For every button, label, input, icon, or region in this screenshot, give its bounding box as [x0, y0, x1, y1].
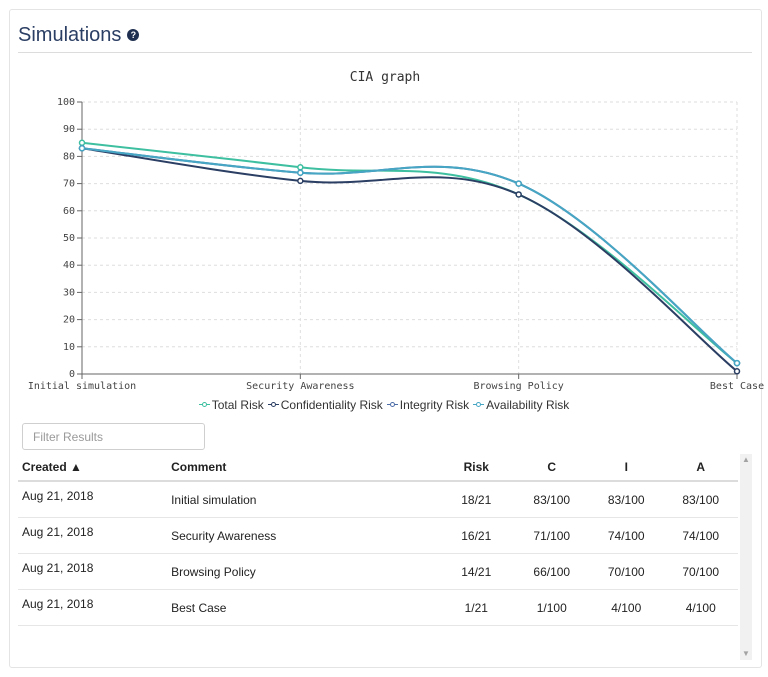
- table-row[interactable]: Aug 21, 2018 Initial simulation 18/21 83…: [18, 481, 738, 518]
- series-line-0: [81, 141, 738, 364]
- cell-i: 4/100: [589, 589, 664, 626]
- legend-marker-icon: [198, 400, 210, 409]
- legend-label: Confidentiality Risk: [280, 398, 383, 412]
- y-tick-label: 60: [63, 206, 75, 217]
- cell-a: 4/100: [663, 589, 738, 626]
- legend-label: Availability Risk: [486, 398, 570, 412]
- help-icon[interactable]: ?: [127, 28, 140, 41]
- x-tick-label: Browsing Policy: [474, 381, 564, 392]
- table-scrollbar[interactable]: ▲ ▼: [740, 454, 752, 660]
- series-line-2: [81, 147, 738, 364]
- legend-marker-icon: [386, 400, 398, 409]
- legend-marker-icon: [267, 400, 279, 409]
- data-point: [297, 169, 304, 176]
- table-row[interactable]: Aug 21, 2018 Best Case 1/21 1/100 4/100 …: [18, 589, 738, 626]
- legend-label: Integrity Risk: [399, 398, 470, 412]
- data-point: [297, 177, 304, 185]
- cell-created: Aug 21, 2018: [18, 517, 172, 554]
- data-point: [733, 368, 741, 375]
- cell-created: Aug 21, 2018: [18, 589, 172, 626]
- cell-c: 83/100: [514, 481, 589, 518]
- cell-c: 71/100: [514, 517, 589, 554]
- legend-item[interactable]: Total Risk: [198, 398, 264, 412]
- data-point: [515, 191, 522, 198]
- cell-comment: Security Awareness: [171, 517, 438, 554]
- x-tick-label: Best Case: [710, 381, 764, 392]
- column-header-risk[interactable]: Risk: [437, 454, 515, 482]
- table-header-row: Created ▲ Comment Risk C I A: [18, 454, 738, 482]
- data-point: [78, 144, 86, 152]
- cell-comment: Initial simulation: [171, 481, 438, 518]
- x-tick-label: Security Awareness: [246, 381, 354, 392]
- y-tick-label: 70: [63, 179, 75, 190]
- legend-item[interactable]: Confidentiality Risk: [267, 398, 383, 412]
- cell-risk: 1/21: [437, 589, 515, 626]
- cell-i: 83/100: [589, 481, 664, 518]
- chart-title: CIA graph: [350, 70, 420, 85]
- legend-item[interactable]: Integrity Risk: [386, 398, 470, 412]
- scroll-down-arrow-icon[interactable]: ▼: [742, 649, 750, 658]
- cell-a: 70/100: [663, 553, 738, 590]
- cell-comment: Best Case: [171, 589, 438, 626]
- data-point: [515, 180, 522, 187]
- series-line-1: [81, 147, 738, 373]
- y-tick-label: 40: [63, 260, 75, 271]
- cell-c: 66/100: [514, 553, 589, 590]
- legend-marker-icon: [473, 400, 485, 409]
- filter-results-input[interactable]: [22, 423, 205, 450]
- y-tick-label: 30: [63, 287, 75, 298]
- cell-i: 74/100: [589, 517, 664, 554]
- cia-graph: CIA graph 0 10 20 30 40 50 60 70 80 90 100 Initial s…: [28, 70, 764, 392]
- panel-header: Simulations?: [18, 22, 752, 53]
- cell-comment: Browsing Policy: [171, 553, 438, 590]
- y-tick-label: 100: [57, 97, 75, 108]
- simulations-table-container: Created ▲ Comment Risk C I A Aug 21, 201…: [18, 454, 740, 660]
- chart-legend: Total Risk Confidentiality Risk Integrity …: [0, 398, 768, 412]
- table-row[interactable]: Aug 21, 2018 Security Awareness 16/21 71…: [18, 517, 738, 554]
- simulations-table: Created ▲ Comment Risk C I A Aug 21, 201…: [18, 454, 738, 626]
- x-tick-label: Initial simulation: [28, 381, 136, 392]
- data-point: [733, 359, 741, 367]
- series-line-3: [81, 147, 738, 364]
- legend-item[interactable]: Availability Risk: [473, 398, 569, 412]
- cell-i: 70/100: [589, 553, 664, 590]
- cell-risk: 14/21: [437, 553, 515, 590]
- page-title-text: Simulations: [18, 24, 122, 46]
- y-tick-label: 20: [63, 315, 75, 326]
- data-point: [297, 164, 304, 171]
- cell-created: Aug 21, 2018: [18, 481, 172, 518]
- column-header-c[interactable]: C: [514, 454, 589, 482]
- data-point: [78, 139, 86, 147]
- page-title: Simulations?: [18, 24, 140, 47]
- cell-a: 83/100: [663, 481, 738, 518]
- y-tick-label: 80: [63, 151, 75, 162]
- y-tick-label: 50: [63, 233, 75, 244]
- cell-created: Aug 21, 2018: [18, 553, 172, 590]
- y-tick-label: 10: [63, 342, 75, 353]
- column-header-comment[interactable]: Comment: [171, 454, 438, 482]
- table-row[interactable]: Aug 21, 2018 Browsing Policy 14/21 66/10…: [18, 553, 738, 590]
- scroll-up-arrow-icon[interactable]: ▲: [742, 455, 750, 464]
- cell-risk: 18/21: [437, 481, 515, 518]
- cell-c: 1/100: [514, 589, 589, 626]
- cell-risk: 16/21: [437, 517, 515, 554]
- legend-label: Total Risk: [211, 398, 264, 412]
- y-tick-label: 90: [63, 124, 75, 135]
- column-header-i[interactable]: I: [589, 454, 664, 482]
- column-header-a[interactable]: A: [663, 454, 738, 482]
- column-header-created[interactable]: Created ▲: [18, 454, 172, 482]
- y-tick-label: 0: [69, 369, 75, 380]
- cell-a: 74/100: [663, 517, 738, 554]
